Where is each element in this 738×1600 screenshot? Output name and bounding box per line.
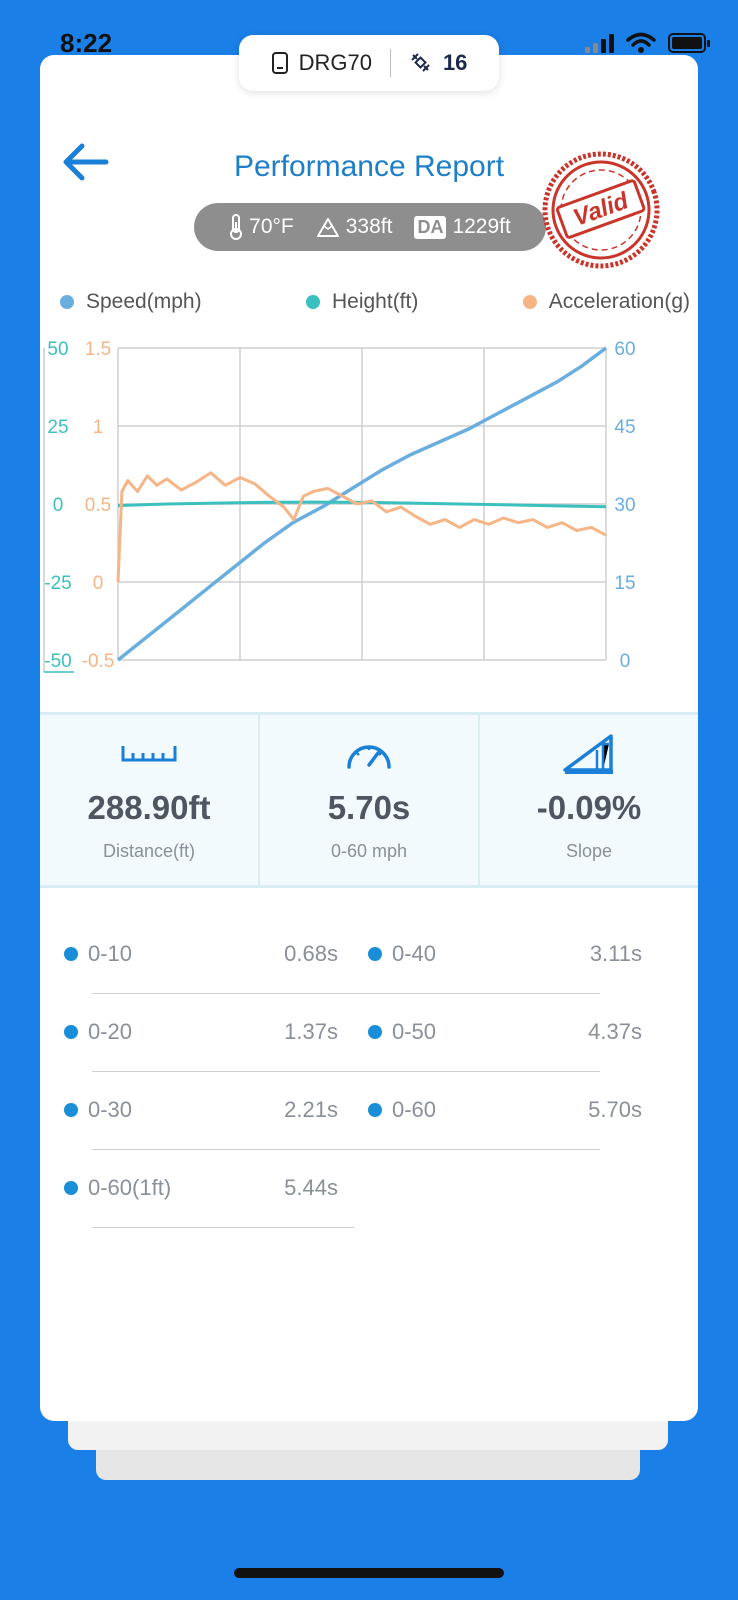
split-item: 0-20 1.37s (64, 993, 338, 1071)
speed-tick-label: 15 (614, 573, 635, 594)
device-icon (271, 52, 288, 74)
thermometer-icon (230, 214, 243, 240)
speed-dot (60, 295, 74, 309)
bullet-dot (64, 1103, 78, 1117)
split-item: 0-30 2.21s (64, 1071, 338, 1149)
da-label: DA (414, 215, 447, 239)
legend-height[interactable]: Height(ft) (305, 290, 419, 314)
bullet-dot (64, 1181, 78, 1195)
device-name: DRG70 (298, 50, 372, 75)
split-label: 0-60(1ft) (88, 1175, 172, 1200)
split-time: 0.68s (284, 941, 338, 966)
legend-label: Speed(mph) (86, 290, 202, 313)
altitude-value: 338ft (345, 215, 393, 238)
height-tick-label: 0 (53, 495, 64, 516)
stat-distance: 288.90ft Distance(ft) (40, 715, 260, 885)
signal-icon (585, 33, 614, 53)
acceleration-tick-label: -0.5 (82, 651, 115, 672)
slope-icon (563, 734, 613, 774)
bullet-dot (368, 947, 382, 961)
split-time: 3.11s (589, 941, 642, 966)
satellite-count: 16 (442, 50, 468, 75)
altitude-item: 338ft (316, 215, 393, 239)
acceleration-tick-label: 1 (93, 417, 104, 438)
battery-icon (668, 33, 710, 53)
temperature-item: 70°F (229, 214, 294, 240)
stat-value: -0.09% (536, 789, 642, 826)
bullet-dot (368, 1025, 382, 1039)
speed-tick-label: 45 (614, 417, 635, 438)
split-label: 0-20 (88, 1019, 133, 1044)
height-tick-label: -50 (44, 651, 71, 672)
performance-chart: 50 25 0 -25 -50 1.5 1 0.5 0 -0.5 60 45 30 15 0 (43, 340, 636, 673)
valid-stamp: Valid (542, 151, 660, 269)
split-label: 0-50 (392, 1019, 437, 1044)
acceleration-tick-label: 1.5 (85, 340, 111, 360)
speed-tick-label: 0 (620, 651, 631, 672)
status-icons (585, 32, 710, 54)
split-time: 2.21s (284, 1097, 338, 1122)
split-item: 0-10 0.68s (64, 915, 338, 993)
split-time: 5.44s (284, 1175, 338, 1200)
split-label: 0-30 (88, 1097, 133, 1122)
height-tick-label: 50 (47, 340, 68, 360)
acceleration-tick-label: 0 (93, 573, 104, 594)
mountain-icon (316, 218, 339, 237)
split-item: 0-50 4.37s (368, 993, 642, 1071)
speedometer-icon (347, 745, 391, 769)
height-tick-label: 25 (47, 417, 68, 438)
device-pill[interactable]: DRG70 16 (239, 35, 499, 91)
chart-legend: Speed(mph) Height(ft) Acceleration(g) (60, 290, 690, 314)
split-time: 1.37s (284, 1019, 338, 1044)
bullet-dot (64, 947, 78, 961)
ruler-icon (121, 746, 177, 762)
speed-tick-label: 30 (614, 495, 635, 516)
stat-label: 0-60 mph (330, 841, 408, 861)
stat-value: 288.90ft (87, 789, 211, 826)
back-arrow-icon[interactable] (58, 140, 110, 184)
series-line-accel (116, 471, 607, 583)
split-item: 0-40 3.11s (368, 915, 642, 993)
divider (92, 1071, 600, 1072)
legend-label: Height(ft) (331, 290, 419, 313)
acceleration-tick-label: 0.5 (85, 495, 111, 516)
legend-label: Acceleration(g) (548, 290, 690, 313)
divider (92, 1149, 600, 1150)
home-indicator[interactable] (234, 1568, 504, 1578)
split-label: 0-40 (392, 941, 437, 966)
satellite-icon (411, 53, 430, 72)
stat-zero-to-sixty: 5.70s 0-60 mph (260, 715, 480, 885)
status-time: 8:22 (60, 28, 113, 58)
height-dot (305, 295, 320, 309)
split-item: 0-60(1ft) 5.44s (64, 1149, 338, 1227)
density-altitude-value: 1229ft (452, 215, 511, 238)
stat-label: Distance(ft) (102, 841, 196, 861)
acceleration-dot (522, 295, 537, 309)
bullet-dot (368, 1103, 382, 1117)
temperature-value: 70°F (249, 215, 294, 238)
divider (92, 1227, 354, 1228)
split-label: 0-10 (88, 941, 133, 966)
height-tick-label: -25 (44, 573, 71, 594)
conditions-pill: 70°F 338ft DA 1229ft (194, 203, 546, 251)
speed-tick-label: 60 (614, 340, 635, 360)
density-altitude-item: DA 1229ft (414, 215, 511, 239)
split-label: 0-60 (392, 1097, 437, 1122)
divider (389, 49, 391, 77)
legend-acceleration[interactable]: Acceleration(g) (522, 290, 690, 314)
divider (92, 993, 600, 994)
bullet-dot (64, 1025, 78, 1039)
page-title: Performance Report (233, 150, 505, 183)
report-card: Performance Report 70°F 338ft DA 1229ft (40, 55, 698, 1421)
stat-slope: -0.09% Slope (480, 715, 698, 885)
split-item: 0-60 5.70s (368, 1071, 642, 1149)
split-time: 5.70s (588, 1097, 642, 1122)
legend-speed[interactable]: Speed(mph) (60, 290, 202, 314)
series-line-speed (116, 346, 608, 662)
stats-panel: 288.90ft Distance(ft) 5.70s 0-60 mph (40, 712, 698, 888)
wifi-icon (626, 32, 656, 53)
stat-value: 5.70s (327, 789, 411, 826)
stat-label: Slope (565, 841, 613, 861)
split-time: 4.37s (588, 1019, 642, 1044)
